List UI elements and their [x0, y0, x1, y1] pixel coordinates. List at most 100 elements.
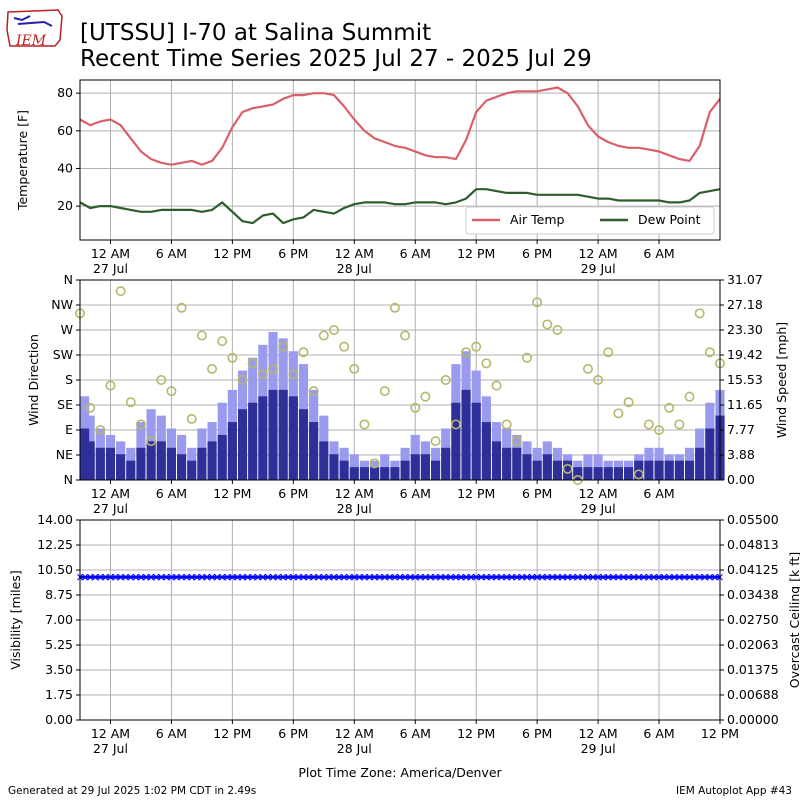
dew-point-point: [363, 201, 366, 203]
wind-direction-marker: [643, 419, 654, 430]
wind-direction-marker: [389, 302, 400, 313]
dew-point-point: [333, 213, 335, 215]
air-temp-point: [668, 154, 670, 156]
air-temp-point: [130, 137, 132, 139]
direction-tick-label: E: [65, 422, 73, 437]
wind-direction-marker: [562, 463, 573, 474]
dew-point-point: [424, 201, 426, 203]
dew-point-point: [211, 209, 213, 211]
visibility-marker: [209, 573, 215, 581]
air-temp-point: [302, 94, 305, 96]
dew-point-point: [313, 209, 315, 211]
visibility-marker: [630, 573, 637, 581]
air-temp-point: [374, 137, 376, 139]
wind-direction-marker: [694, 308, 705, 319]
x-tick-label: 6 PM: [278, 246, 308, 261]
visibility-marker: [346, 573, 353, 581]
visibility-marker: [132, 573, 139, 581]
wind-direction-marker: [247, 358, 258, 369]
ceiling-y-ticks: 0.00000 0.00688 0.01375 0.02063 0.02750 0.034…: [720, 512, 779, 727]
air-temp-point: [546, 88, 548, 91]
wind-speed-bar: [248, 402, 258, 480]
dew-point-point: [292, 218, 294, 220]
dew-point-point: [353, 203, 355, 205]
visibility-marker: [422, 573, 429, 581]
y-tick-label: 40: [57, 160, 73, 175]
dew-point-point: [262, 214, 264, 217]
visibility-marker: [351, 573, 358, 581]
air-temp-point: [170, 164, 173, 166]
wind-speed-bar: [441, 447, 451, 480]
visibility-marker: [234, 573, 241, 581]
wind-direction-marker: [603, 347, 614, 358]
visibility-marker: [554, 573, 561, 581]
wind-speed-bar: [451, 402, 461, 480]
dew-point-point: [638, 199, 640, 202]
visibility-marker: [102, 573, 109, 581]
dew-point-point: [130, 209, 132, 211]
wind-speed-axis-label: Wind Speed [mph]: [774, 322, 789, 438]
air-temp-point: [587, 124, 589, 126]
visibility-tick-label: 7.00: [45, 612, 73, 627]
wind-speed-bar: [116, 454, 126, 480]
x-tick-label: 6 AM: [643, 486, 674, 501]
dew-point-point: [191, 209, 193, 211]
wind-speed-bar: [481, 422, 491, 480]
wind-direction-marker: [704, 347, 715, 358]
wind-speed-y-ticks: 0.00 3.88 7.77 11.65 15.53 19.42 23.30 27.18 31.…: [720, 272, 763, 487]
visibility-marker: [671, 573, 678, 581]
ceiling-tick-label: 0.00688: [727, 687, 779, 702]
dew-point-point: [607, 197, 609, 200]
dew-point-point: [414, 201, 416, 203]
visibility-marker: [544, 573, 551, 581]
legend-box: [465, 206, 715, 235]
dew-point-point: [709, 190, 711, 192]
ceiling-tick-label: 0.04813: [727, 537, 779, 552]
wind-direction-y-ticks: N NE E SE S SW W NW N: [51, 272, 80, 487]
visibility-marker: [412, 573, 419, 581]
wind-direction-marker: [278, 341, 289, 352]
air-temp-point: [292, 94, 294, 96]
temperature-x-ticks: 12 AM 6 AM 12 PM 6 PM 12 AM 6 AM 12 PM 6 PM 12 A…: [91, 240, 675, 276]
visibility-marker: [574, 573, 581, 581]
legend-dew-point-label: Dew Point: [638, 212, 701, 227]
dew-point-point: [282, 222, 284, 224]
visibility-marker: [585, 573, 591, 581]
air-temp-point: [424, 154, 426, 156]
visibility-marker: [224, 573, 231, 581]
wind-speed-bar: [278, 389, 288, 480]
wind-direction-marker: [542, 319, 553, 330]
air-temp-point: [150, 158, 152, 160]
visibility-tick-label: 10.50: [37, 562, 73, 577]
air-temp-point: [709, 111, 711, 113]
air-temp-point: [627, 147, 630, 149]
visibility-marker: [112, 573, 119, 581]
x-tick-label: 6 PM: [278, 726, 308, 741]
visibility-tick-label: 5.25: [45, 637, 73, 652]
x-tick-label: 12 AM: [91, 246, 130, 261]
wind-direction-marker: [95, 424, 106, 435]
air-temp-point: [394, 145, 396, 147]
wind-speed-bar: [654, 460, 664, 480]
dew-point-point: [567, 194, 569, 196]
visibility-marker: [138, 573, 144, 581]
visibility-marker: [402, 573, 408, 581]
wind-speed-bar: [319, 441, 329, 480]
dew-point-point: [89, 207, 91, 209]
chart-title-line2: Recent Time Series 2025 Jul 27 - 2025 Ju…: [80, 46, 592, 72]
x-tick-label: 12 AM: [578, 246, 617, 261]
dew-point-point: [109, 205, 112, 207]
wind-direction-marker: [491, 380, 502, 391]
x-tick-label: 6 AM: [156, 726, 187, 741]
dew-point-point: [252, 222, 254, 224]
visibility-marker: [620, 573, 627, 581]
visibility-marker: [244, 573, 251, 581]
speed-tick-label: 15.53: [727, 372, 763, 387]
x-tick-label: 6 AM: [156, 246, 187, 261]
dew-point-point: [434, 201, 437, 203]
wind-direction-marker: [298, 347, 309, 358]
dew-point-point: [221, 201, 223, 203]
wind-speed-bar: [217, 434, 227, 480]
wind-direction-marker: [328, 324, 339, 335]
air-temp-point: [211, 160, 213, 162]
